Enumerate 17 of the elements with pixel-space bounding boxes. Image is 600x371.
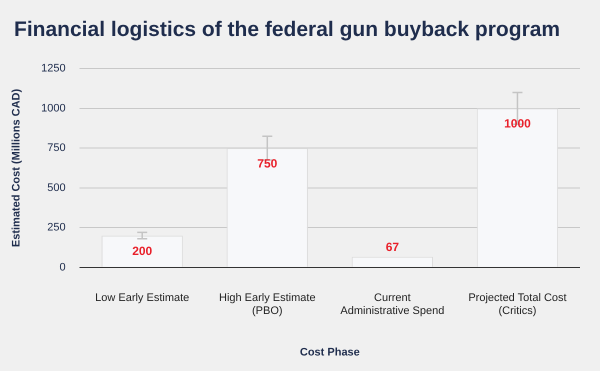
y-tick-label: 500	[47, 182, 66, 194]
data-label: 750	[257, 156, 278, 170]
chart-title: Financial logistics of the federal gun buyback program	[14, 18, 560, 42]
data-label: 67	[386, 240, 400, 254]
x-tick-label: Projected Total Cost (Critics)	[468, 292, 567, 318]
y-tick-label: 1250	[41, 62, 66, 75]
y-tick-label: 250	[47, 222, 66, 234]
y-tick-label: 1000	[41, 102, 66, 114]
y-tick-label: 750	[47, 142, 66, 154]
y-tick-label: 0	[60, 261, 66, 274]
x-tick-label: Current Administrative Spend	[340, 292, 444, 318]
data-label: 1000	[504, 116, 532, 131]
x-tick-label: High Early Estimate (PBO)	[218, 292, 316, 318]
x-axis-title: Cost Phase	[300, 346, 360, 358]
y-axis-title: Estimated Cost (Millions CAD)	[10, 88, 23, 248]
data-label: 200	[132, 244, 153, 258]
x-tick-label: Low Early Estimate	[95, 292, 190, 304]
